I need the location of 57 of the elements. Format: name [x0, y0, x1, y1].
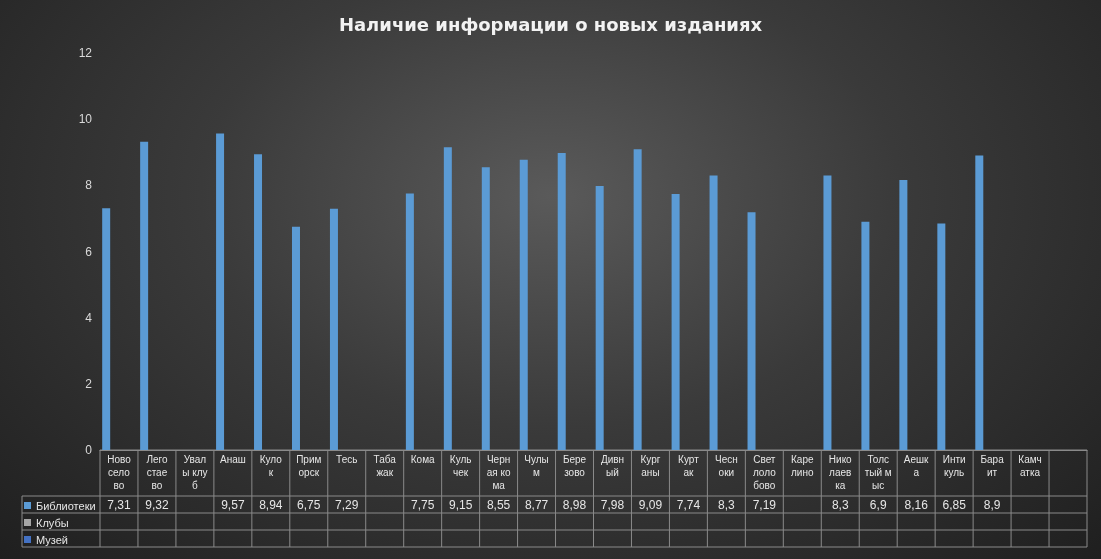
legend-label: Клубы: [36, 516, 69, 529]
data-label: 8,3: [718, 497, 736, 512]
data-label: 7,75: [410, 497, 435, 512]
y-tick-label: 4: [85, 310, 93, 325]
y-tick-label: 8: [85, 178, 93, 193]
data-label: 9,32: [145, 497, 169, 512]
x-tick-label: Аешка: [903, 454, 930, 478]
x-tick-label: Куртак: [678, 454, 700, 478]
legend-label: Музей: [36, 533, 68, 546]
data-label: 8,16: [904, 497, 929, 512]
y-tick-label: 2: [85, 376, 93, 391]
x-tick-label: Кулок: [259, 454, 283, 478]
x-tick-label: Кома: [410, 454, 436, 465]
data-label: 8,3: [831, 497, 849, 512]
data-label: 8,98: [562, 497, 587, 512]
y-tick-label: 10: [78, 112, 93, 127]
x-tick-label: Бараит: [980, 454, 1005, 478]
x-tick-label: Черная кома: [486, 454, 511, 491]
x-tick-label: Светлолобово: [752, 454, 777, 491]
data-label: 9,09: [638, 497, 663, 512]
data-label: 6,75: [297, 497, 321, 512]
data-label: 8,94: [259, 497, 283, 512]
x-tick-label: Интикуль: [942, 454, 966, 478]
data-label: 7,19: [752, 497, 777, 512]
data-label: 7,74: [676, 497, 701, 512]
x-tick-label: Новоселово: [107, 454, 132, 491]
x-tick-label: Чесноки: [714, 454, 738, 478]
data-label: 9,57: [221, 497, 245, 512]
data-label: 9,15: [448, 497, 473, 512]
x-tick-label: Дивный: [600, 454, 625, 478]
x-tick-label: Анаш: [219, 454, 246, 465]
y-tick-label: 12: [78, 46, 93, 60]
y-tick-label: 6: [85, 244, 93, 259]
data-label: 6,9: [869, 497, 887, 512]
x-tick-label: Приморск: [296, 454, 322, 478]
data-label: 8,55: [486, 497, 511, 512]
x-tick-label: Курганы: [640, 454, 661, 478]
x-tick-label: Табажак: [373, 454, 397, 478]
x-tick-label: Легостаево: [146, 454, 168, 491]
data-label: 7,31: [107, 497, 131, 512]
data-label: 7,29: [335, 497, 359, 512]
data-label: 8,9: [983, 497, 1001, 512]
data-label: 8,77: [524, 497, 549, 512]
x-tick-label: Николаевка: [828, 454, 853, 491]
legend-label: Библиотеки: [36, 499, 96, 512]
x-tick-label: Увалы клуб: [182, 454, 208, 491]
x-tick-label: Толстый мыс: [864, 454, 892, 491]
y-tick-label: 0: [85, 443, 93, 457]
x-tick-label: Кульчек: [449, 454, 472, 478]
x-tick-label: Карелино: [791, 454, 814, 478]
data-label: 7,98: [600, 497, 625, 512]
x-tick-label: Тесь: [336, 454, 358, 465]
x-tick-label: Березово: [562, 454, 587, 478]
data-label: 6,85: [942, 497, 967, 512]
x-tick-label: Камчатка: [1018, 454, 1042, 478]
chart-title: Наличие информации о новых изданиях: [338, 13, 763, 35]
x-tick-label: Чулым: [524, 454, 549, 478]
